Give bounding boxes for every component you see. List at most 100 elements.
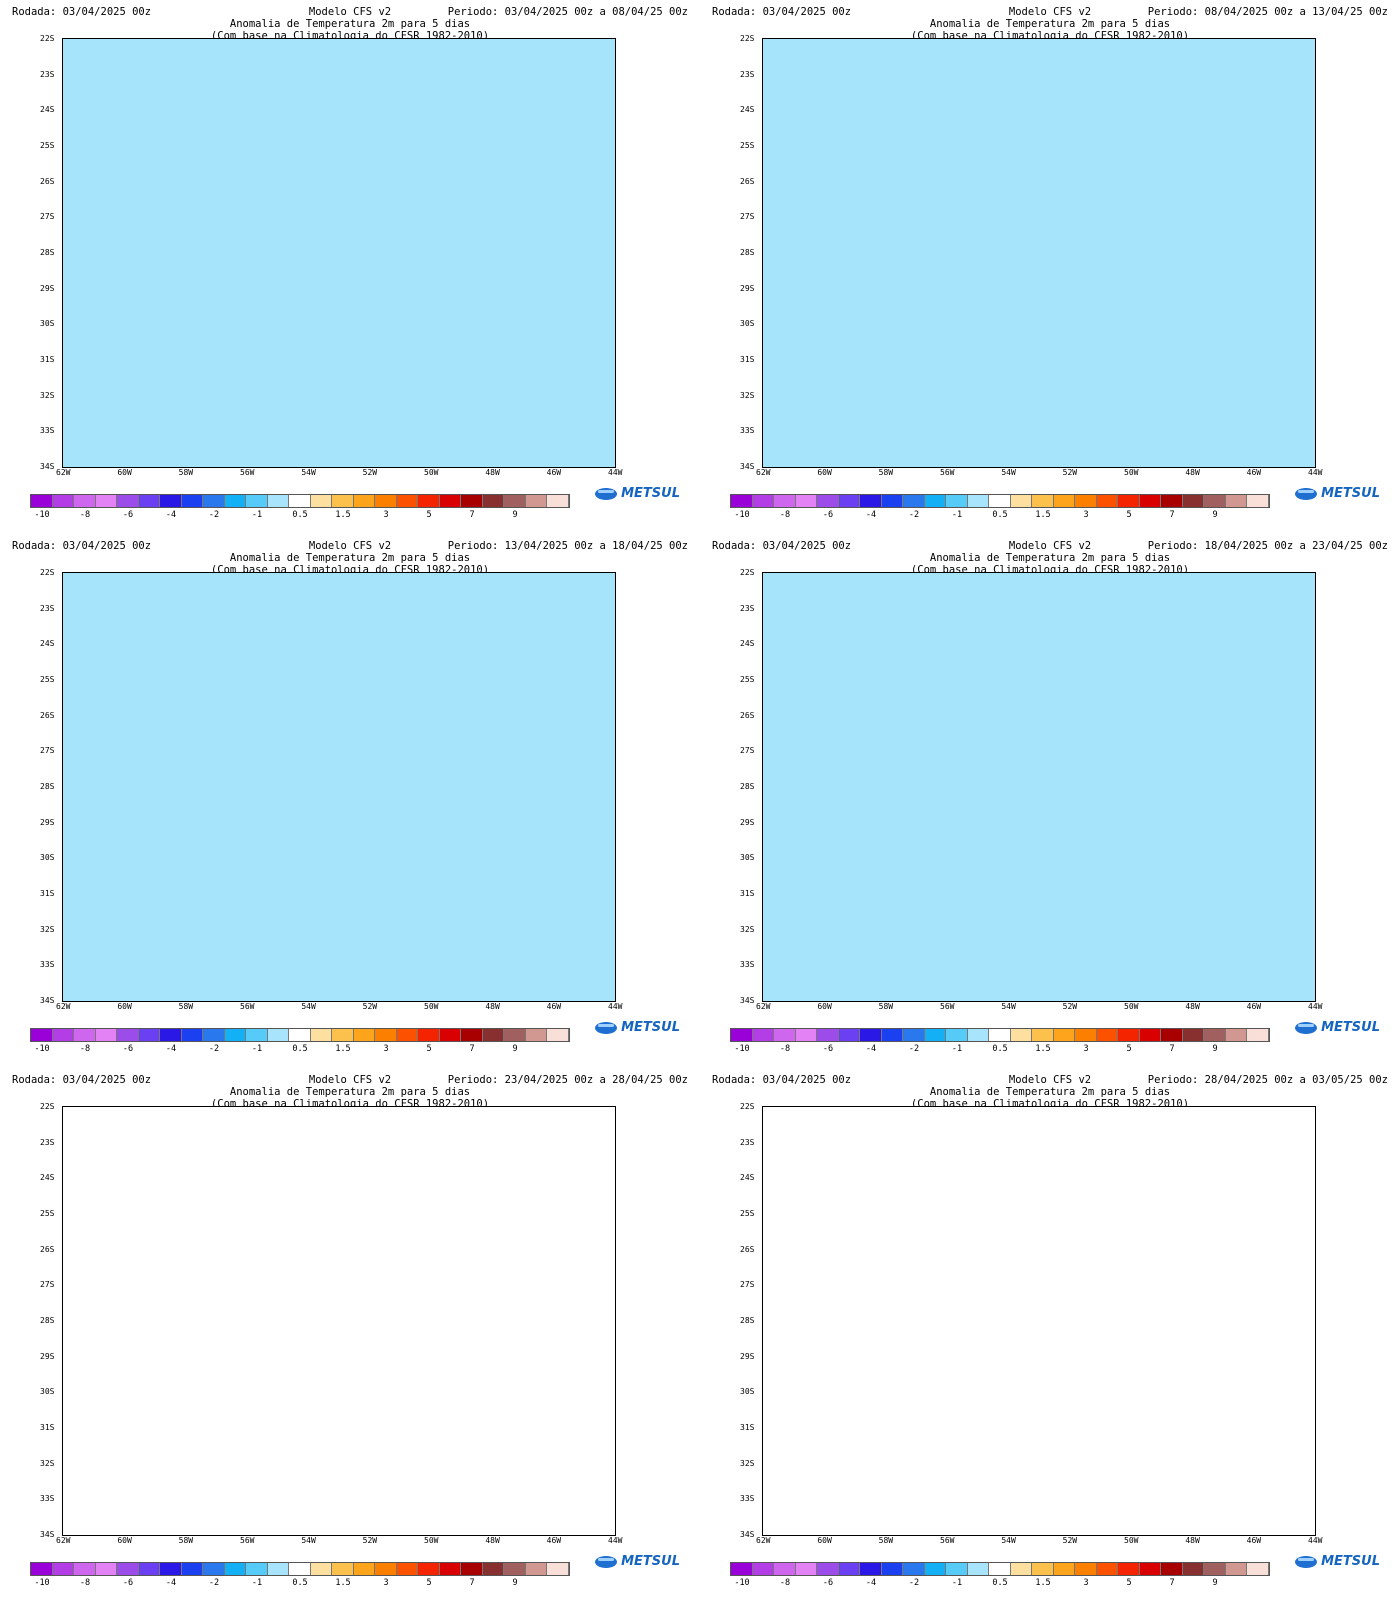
colorbar-swatch	[774, 495, 796, 507]
lat-tick-label: 32S	[740, 1458, 755, 1468]
map-title: Anomalia de Temperatura 2m para 5 dias	[929, 1086, 1171, 1098]
colorbar-swatch	[903, 1029, 925, 1041]
lon-tick-label: 50W	[424, 1536, 439, 1545]
lon-tick-label: 56W	[940, 468, 955, 477]
colorbar-swatch	[332, 1563, 354, 1575]
lon-tick-label: 44W	[608, 1536, 623, 1545]
colorbar-label: 3	[1083, 510, 1089, 520]
lon-tick-label: 50W	[1124, 468, 1139, 477]
colorbar-label: 1.5	[1035, 1578, 1051, 1588]
lon-tick-label: 46W	[1246, 1002, 1262, 1011]
lon-tick-label: 62W	[56, 468, 71, 477]
colorbar-label: -10	[34, 1578, 50, 1588]
lon-tick-label: 46W	[1246, 468, 1262, 477]
lat-tick-label: 25S	[40, 1209, 55, 1218]
lon-tick-label: 58W	[178, 1002, 194, 1011]
colorbar-swatch	[1161, 495, 1183, 507]
lon-tick-label: 60W	[117, 468, 132, 477]
map-title: Anomalia de Temperatura 2m para 5 dias	[229, 552, 471, 564]
lon-tick-label: 56W	[940, 1002, 955, 1011]
lat-tick-label: 23S	[40, 1137, 55, 1147]
colorbar-label: -6	[822, 510, 834, 520]
lat-tick-label: 29S	[40, 283, 55, 293]
model-label: Modelo CFS v2	[308, 1074, 392, 1086]
lat-tick-label: 26S	[740, 176, 755, 186]
background-anomaly-field	[763, 573, 1315, 1001]
colorbar-label: 9	[1212, 1578, 1218, 1588]
colorbar-swatch	[1010, 495, 1032, 507]
colorbar-label: -1	[251, 510, 263, 520]
globe-icon	[1295, 488, 1318, 500]
colorbar-swatch	[246, 1029, 268, 1041]
map-canvas	[763, 573, 1315, 1001]
colorbar-label: -8	[79, 1044, 91, 1054]
colorbar	[30, 494, 570, 508]
colorbar	[730, 1028, 1270, 1042]
colorbar-swatch	[1096, 1029, 1118, 1041]
colorbar-swatch	[1204, 1029, 1226, 1041]
colorbar-label: 1.5	[1035, 510, 1051, 520]
colorbar-label: 5	[1126, 1578, 1132, 1588]
logo-text: METSUL	[621, 1554, 680, 1569]
lat-tick-label: 26S	[40, 176, 55, 186]
colorbar-swatch	[860, 1563, 882, 1575]
lat-tick-label: 27S	[740, 746, 755, 756]
colorbar-label: -8	[779, 1044, 791, 1054]
colorbar-swatch	[1032, 1029, 1054, 1041]
lat-tick-label: 33S	[740, 426, 755, 436]
colorbar-swatch	[138, 495, 160, 507]
lon-tick-label: 62W	[756, 1536, 771, 1545]
colorbar-label: 1.5	[1035, 1044, 1051, 1054]
lat-tick-label: 34S	[40, 462, 55, 471]
map-panel: Rodada: 03/04/2025 00z Modelo CFS v2 Perio…	[700, 1068, 1400, 1602]
colorbar-swatch	[95, 1029, 117, 1041]
lon-tick-label: 58W	[878, 1002, 894, 1011]
colorbar-label: 3	[1083, 1578, 1089, 1588]
colorbar-swatch	[31, 495, 53, 507]
colorbar-label: 7	[1169, 1044, 1175, 1054]
colorbar-swatch	[989, 1029, 1011, 1041]
map-title: Anomalia de Temperatura 2m para 5 dias	[229, 18, 471, 30]
lat-tick-label: 28S	[740, 248, 755, 257]
colorbar-label: 5	[1126, 510, 1132, 520]
colorbar-label: -2	[908, 1578, 920, 1588]
colorbar-swatch	[95, 495, 117, 507]
period-label: Periodo: 18/04/2025 00z a 23/04/25 00z	[1147, 540, 1388, 552]
colorbar-swatch	[989, 495, 1011, 507]
lon-tick-label: 62W	[56, 1536, 71, 1545]
colorbar-swatch	[903, 1563, 925, 1575]
colorbar-swatch	[903, 495, 925, 507]
temperature-anomaly-map	[762, 1106, 1316, 1536]
colorbar-swatch	[246, 495, 268, 507]
colorbar-swatch	[289, 1029, 311, 1041]
colorbar-label: 1.5	[335, 1044, 351, 1054]
colorbar-swatch	[203, 1563, 225, 1575]
lat-tick-label: 25S	[40, 675, 55, 684]
colorbar-swatch	[547, 1563, 569, 1575]
colorbar-swatch	[1032, 1563, 1054, 1575]
colorbar-swatch	[1096, 1563, 1118, 1575]
period-label: Periodo: 13/04/2025 00z a 18/04/25 00z	[447, 540, 688, 552]
lat-tick-label: 33S	[40, 1494, 55, 1504]
colorbar-swatch	[310, 1029, 332, 1041]
lon-tick-label: 46W	[1246, 1536, 1262, 1545]
lon-tick-label: 44W	[1308, 1002, 1323, 1011]
lon-tick-label: 48W	[485, 468, 500, 477]
colorbar-swatch	[967, 495, 989, 507]
colorbar-swatch	[924, 1029, 946, 1041]
lon-tick-label: 62W	[756, 1002, 771, 1011]
colorbar-label: -10	[734, 1578, 750, 1588]
colorbar-label: -8	[79, 1578, 91, 1588]
colorbar-swatch	[1075, 1563, 1097, 1575]
colorbar-label: -1	[951, 1578, 963, 1588]
colorbar-swatch	[1225, 1029, 1247, 1041]
colorbar-label: -6	[122, 510, 134, 520]
model-label: Modelo CFS v2	[1008, 6, 1092, 18]
lon-tick-label: 56W	[240, 1536, 255, 1545]
colorbar-label: 0.5	[992, 1578, 1008, 1588]
background-anomaly-field	[763, 39, 1315, 467]
metsul-logo: METSUL	[595, 1021, 680, 1034]
colorbar-swatch	[181, 495, 203, 507]
colorbar-swatch	[1053, 1563, 1075, 1575]
colorbar-label: 7	[469, 1578, 475, 1588]
